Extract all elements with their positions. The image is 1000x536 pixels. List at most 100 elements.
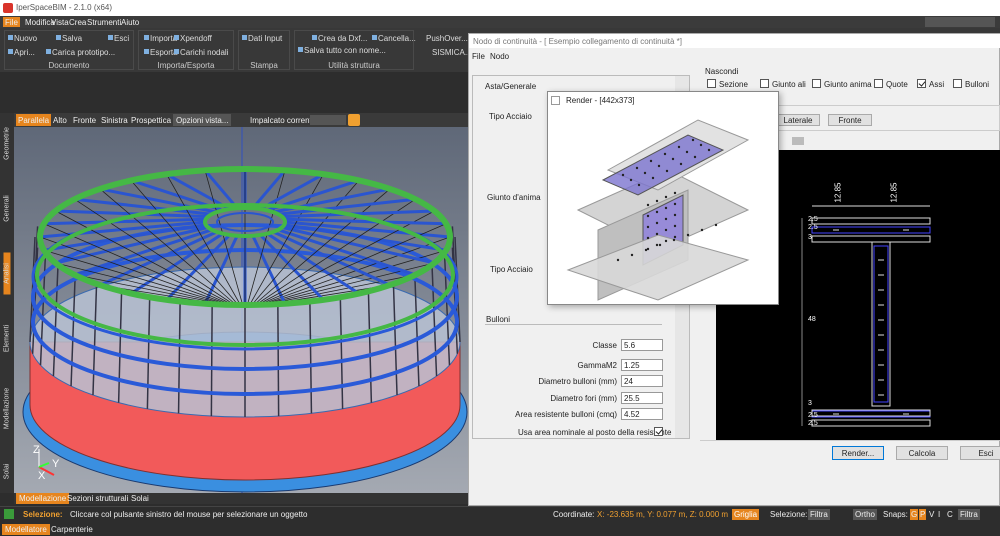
menu-item[interactable]: Modifica	[25, 18, 55, 27]
text-input[interactable]: 24	[621, 375, 663, 387]
checkbox[interactable]	[917, 79, 926, 88]
side-tab[interactable]: Elementi	[3, 324, 11, 353]
status-ortho[interactable]: Ortho	[853, 509, 878, 520]
bolt	[635, 166, 639, 170]
status-filter2[interactable]: Filtra	[958, 509, 980, 520]
ribbon-button[interactable]: Carica prototipo...	[52, 48, 116, 57]
text-input[interactable]: 1.25	[621, 359, 663, 371]
dialog-button[interactable]: Render...	[832, 446, 884, 460]
checkbox[interactable]	[953, 79, 962, 88]
view-button[interactable]: Prospettica	[131, 116, 172, 125]
bolt	[673, 235, 677, 239]
bolt	[665, 169, 669, 173]
bolt	[643, 171, 647, 175]
ribbon-button[interactable]: SISMICA...	[432, 48, 472, 57]
snap-toggle[interactable]: V	[929, 510, 935, 519]
side-tab[interactable]: Modellazione	[3, 387, 11, 430]
drawing-plate	[811, 226, 931, 234]
axis-label-y: Y	[52, 458, 60, 470]
brace	[253, 223, 447, 308]
snap-toggle[interactable]: C	[947, 510, 953, 519]
menu-item[interactable]: Crea	[69, 18, 87, 27]
dropdown[interactable]: 5.6	[621, 339, 663, 351]
field-label: GammaM2	[577, 361, 617, 370]
ribbon-button[interactable]: PushOver...	[426, 34, 468, 43]
ribbon-group	[238, 30, 290, 70]
status-grid[interactable]: Griglia	[732, 509, 760, 520]
ribbon-button[interactable]: Xpendoff	[180, 34, 212, 43]
bottom-tab[interactable]: Solai	[131, 494, 149, 503]
snap-toggle[interactable]: G	[910, 509, 919, 520]
spoke	[284, 217, 447, 226]
checkbox[interactable]	[812, 79, 821, 88]
column	[177, 301, 181, 414]
side-tab[interactable]: Solai	[3, 463, 11, 480]
bottom-tab[interactable]: Sezioni strutturali	[67, 494, 129, 503]
ribbon-button[interactable]: Apri...	[14, 48, 35, 57]
drawing-plate	[811, 235, 931, 243]
dimension-label: 3	[808, 400, 812, 407]
brace	[55, 262, 237, 308]
dialog-button[interactable]: Calcola	[896, 446, 948, 460]
view-button[interactable]: Fronte	[73, 116, 97, 125]
menu-item[interactable]: Strumenti	[87, 18, 122, 27]
checkbox[interactable]	[760, 79, 769, 88]
view-button[interactable]: Sinistra	[101, 116, 128, 125]
bolt	[693, 155, 697, 159]
bottom-tab[interactable]: Modellazione	[16, 493, 70, 504]
dialog-menu-item[interactable]: File	[472, 52, 485, 61]
side-tab[interactable]: Analisi	[3, 252, 11, 295]
snap-toggle[interactable]: P	[919, 509, 927, 520]
ribbon-button[interactable]: Nuovo	[14, 34, 38, 43]
view-button[interactable]: Alto	[53, 116, 67, 125]
view-button[interactable]: Fronte	[828, 114, 872, 126]
ribbon-button[interactable]: Carichi nodali	[180, 48, 229, 57]
menu-bar	[0, 16, 1000, 28]
app-tab[interactable]: Carpenterie	[51, 525, 93, 534]
ribbon-button[interactable]: Esci	[114, 34, 130, 43]
ribbon-button-icon	[144, 35, 149, 40]
window-title: IperSpaceBIM - 2.1.0 (x64)	[16, 3, 113, 12]
menu-item[interactable]: File	[3, 17, 20, 27]
field-label: Diametro fori (mm)	[550, 394, 617, 403]
dimension-label: 3	[808, 234, 812, 241]
ribbon-group-label: Importa/Esporta	[157, 61, 215, 70]
ribbon-button[interactable]: Salva tutto con nome...	[304, 46, 386, 55]
ribbon-button[interactable]: Salva	[62, 34, 83, 43]
side-tab[interactable]: Generali	[3, 195, 11, 222]
ribbon-button[interactable]: Esporta	[150, 48, 178, 57]
menu-item[interactable]: Vista	[51, 18, 69, 27]
checkbox[interactable]	[654, 427, 663, 436]
status-filter[interactable]: Filtra	[808, 509, 830, 520]
ribbon-button[interactable]: Cancella...	[378, 34, 416, 43]
top-ring	[37, 166, 453, 308]
checkbox[interactable]	[874, 79, 883, 88]
text-input[interactable]: 4.52	[621, 408, 663, 420]
toolbar-swatch	[792, 137, 804, 145]
ribbon-button-icon	[174, 35, 179, 40]
dialog-menu-item[interactable]: Nodo	[490, 52, 510, 61]
view-button[interactable]: Parallela	[16, 114, 52, 126]
ribbon-button[interactable]: Crea da Dxf...	[318, 34, 368, 43]
status-selection-label: Selezione:	[23, 510, 63, 519]
menu-item[interactable]: Aiuto	[121, 18, 140, 27]
view-button[interactable]: Laterale	[776, 114, 820, 126]
brace	[252, 198, 416, 308]
ribbon-button[interactable]: Dati Input	[248, 34, 283, 43]
app-tab[interactable]: Modellatore	[2, 524, 50, 535]
snap-toggle[interactable]: I	[938, 510, 941, 519]
tool-icon[interactable]	[348, 114, 360, 126]
ribbon-button[interactable]: Importa	[150, 34, 178, 43]
floor-select[interactable]	[310, 115, 346, 125]
column	[70, 276, 76, 387]
spoke	[251, 235, 287, 305]
side-tab[interactable]: Geometrie	[3, 127, 11, 160]
checkbox[interactable]	[707, 79, 716, 88]
dialog-button[interactable]: Esci	[960, 446, 1000, 460]
dimension-label: 48	[808, 316, 816, 323]
view-options[interactable]: Opzioni vista...	[173, 114, 232, 126]
text-input[interactable]: 25.5	[621, 392, 663, 404]
spoke	[284, 220, 451, 239]
